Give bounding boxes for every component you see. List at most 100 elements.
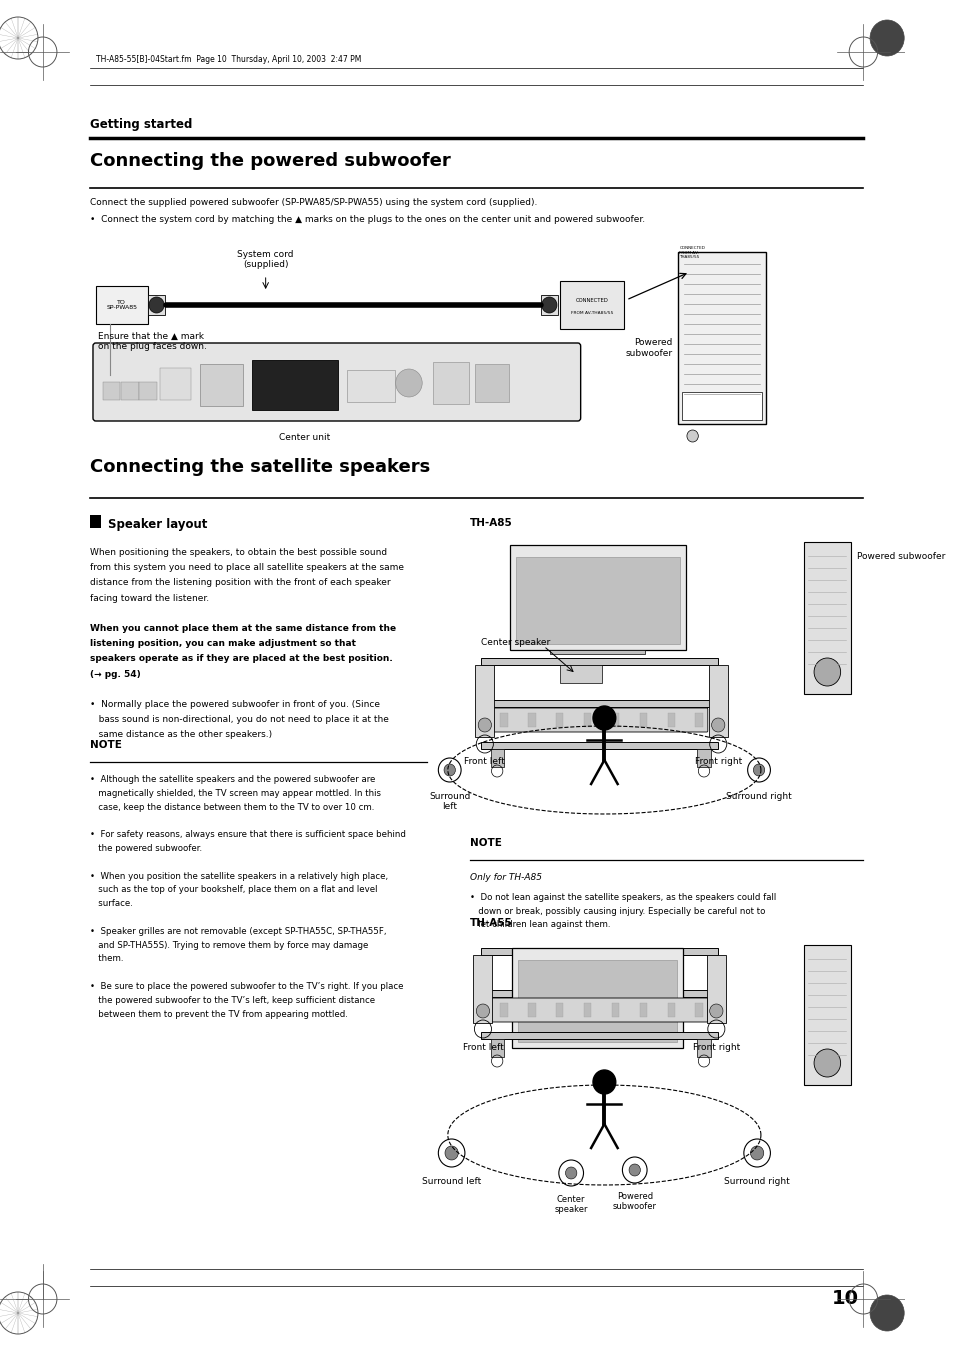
Bar: [559, 281, 623, 330]
Text: CONNECTED: CONNECTED: [575, 299, 608, 304]
Text: magnetically shielded, the TV screen may appear mottled. In this: magnetically shielded, the TV screen may…: [90, 789, 381, 798]
Text: •  Normally place the powered subwoofer in front of you. (Since: • Normally place the powered subwoofer i…: [90, 700, 379, 709]
Text: let children lean against them.: let children lean against them.: [469, 920, 610, 929]
Bar: [480, 700, 718, 707]
Circle shape: [711, 717, 724, 732]
Bar: [695, 713, 702, 727]
Bar: [148, 295, 165, 315]
Circle shape: [149, 297, 164, 313]
Bar: [556, 713, 563, 727]
Circle shape: [869, 1296, 903, 1331]
Circle shape: [395, 369, 422, 397]
Bar: [95, 286, 148, 324]
Text: such as the top of your bookshelf, place them on a flat and level: such as the top of your bookshelf, place…: [90, 885, 377, 894]
Bar: [433, 362, 468, 404]
Text: Front right: Front right: [692, 1043, 740, 1052]
Circle shape: [753, 765, 764, 775]
Bar: [473, 955, 492, 1023]
Text: speakers operate as if they are placed at the best position.: speakers operate as if they are placed a…: [90, 654, 393, 663]
Text: Front right: Front right: [694, 757, 741, 766]
Bar: [347, 370, 395, 403]
Bar: [667, 713, 675, 727]
Circle shape: [869, 20, 903, 55]
Bar: [512, 948, 682, 1048]
Text: Front left: Front left: [464, 757, 505, 766]
Text: Front left: Front left: [462, 1043, 503, 1052]
Bar: [517, 961, 677, 1042]
Bar: [678, 253, 765, 424]
Text: the powered subwoofer.: the powered subwoofer.: [90, 844, 202, 852]
Text: Powered
subwoofer: Powered subwoofer: [625, 338, 672, 358]
Text: Connect the supplied powered subwoofer (SP-PWA85/SP-PWA55) using the system cord: Connect the supplied powered subwoofer (…: [90, 199, 537, 207]
Bar: [499, 1002, 507, 1017]
Bar: [583, 713, 591, 727]
Bar: [527, 713, 535, 727]
Text: the powered subwoofer to the TV’s left, keep sufficient distance: the powered subwoofer to the TV’s left, …: [90, 996, 375, 1005]
Bar: [556, 1002, 563, 1017]
Text: System cord
(supplied): System cord (supplied): [237, 250, 294, 269]
Bar: [480, 948, 718, 955]
Circle shape: [750, 1146, 763, 1161]
Text: Powered
subwoofer: Powered subwoofer: [612, 1192, 656, 1212]
Text: TH-A55: TH-A55: [469, 917, 512, 928]
Text: facing toward the listener.: facing toward the listener.: [90, 593, 209, 603]
Text: Center
speaker: Center speaker: [554, 1196, 587, 1215]
Text: •  For safety reasons, always ensure that there is sufficient space behind: • For safety reasons, always ensure that…: [90, 831, 406, 839]
Text: Ensure that the ▲ mark
on the plug faces down.: Ensure that the ▲ mark on the plug faces…: [97, 332, 207, 351]
Text: TH-A85: TH-A85: [469, 517, 512, 528]
Text: them.: them.: [90, 954, 124, 963]
Text: When you cannot place them at the same distance from the: When you cannot place them at the same d…: [90, 624, 395, 634]
Circle shape: [593, 1070, 615, 1094]
Text: same distance as the other speakers.): same distance as the other speakers.): [90, 731, 272, 739]
Bar: [667, 1002, 675, 1017]
Text: Connecting the powered subwoofer: Connecting the powered subwoofer: [90, 153, 451, 170]
Text: FROM AV-THA85/55: FROM AV-THA85/55: [570, 311, 613, 315]
Bar: [559, 665, 601, 684]
Bar: [139, 382, 156, 400]
Circle shape: [541, 297, 557, 313]
Text: and SP-THA55S). Trying to remove them by force may damage: and SP-THA55S). Trying to remove them by…: [90, 940, 368, 950]
Bar: [611, 713, 618, 727]
Bar: [583, 1002, 591, 1017]
Text: •  Connect the system cord by matching the ▲ marks on the plugs to the ones on t: • Connect the system cord by matching th…: [90, 215, 644, 224]
Circle shape: [709, 1004, 722, 1019]
Text: TO
SP-PWA85: TO SP-PWA85: [107, 300, 137, 311]
Text: NOTE: NOTE: [469, 838, 501, 848]
Bar: [480, 658, 718, 665]
Text: case, keep the distance between them to the TV to over 10 cm.: case, keep the distance between them to …: [90, 802, 375, 812]
Text: Speaker layout: Speaker layout: [108, 517, 208, 531]
Bar: [490, 748, 503, 767]
Text: (→ pg. 54): (→ pg. 54): [90, 670, 141, 678]
Bar: [540, 295, 558, 315]
Bar: [499, 713, 507, 727]
Bar: [480, 742, 718, 748]
Circle shape: [476, 1004, 489, 1019]
Circle shape: [813, 1048, 840, 1077]
Text: Only for TH-A85: Only for TH-A85: [469, 873, 541, 882]
Text: between them to prevent the TV from appearing mottled.: between them to prevent the TV from appe…: [90, 1009, 348, 1019]
Bar: [639, 713, 646, 727]
Text: Surround left: Surround left: [421, 1177, 480, 1186]
Bar: [475, 363, 508, 403]
Circle shape: [593, 707, 615, 730]
Bar: [639, 1002, 646, 1017]
Text: Connecting the satellite speakers: Connecting the satellite speakers: [90, 458, 430, 476]
Text: Surround
left: Surround left: [429, 792, 470, 812]
Text: •  Be sure to place the powered subwoofer to the TV’s right. If you place: • Be sure to place the powered subwoofer…: [90, 982, 403, 992]
Bar: [697, 1039, 710, 1056]
FancyBboxPatch shape: [491, 708, 707, 732]
Bar: [103, 382, 120, 400]
Bar: [510, 544, 685, 650]
Bar: [550, 650, 644, 654]
Text: •  Do not lean against the satellite speakers, as the speakers could fall: • Do not lean against the satellite spea…: [469, 893, 775, 902]
Bar: [802, 944, 850, 1085]
Text: 10: 10: [831, 1289, 858, 1308]
Text: surface.: surface.: [90, 900, 132, 908]
Text: from this system you need to place all satellite speakers at the same: from this system you need to place all s…: [90, 563, 404, 573]
Circle shape: [686, 430, 698, 442]
Bar: [516, 557, 679, 644]
Text: distance from the listening position with the front of each speaker: distance from the listening position wit…: [90, 578, 391, 588]
Circle shape: [477, 717, 491, 732]
Circle shape: [565, 1167, 577, 1179]
Text: Getting started: Getting started: [90, 118, 193, 131]
